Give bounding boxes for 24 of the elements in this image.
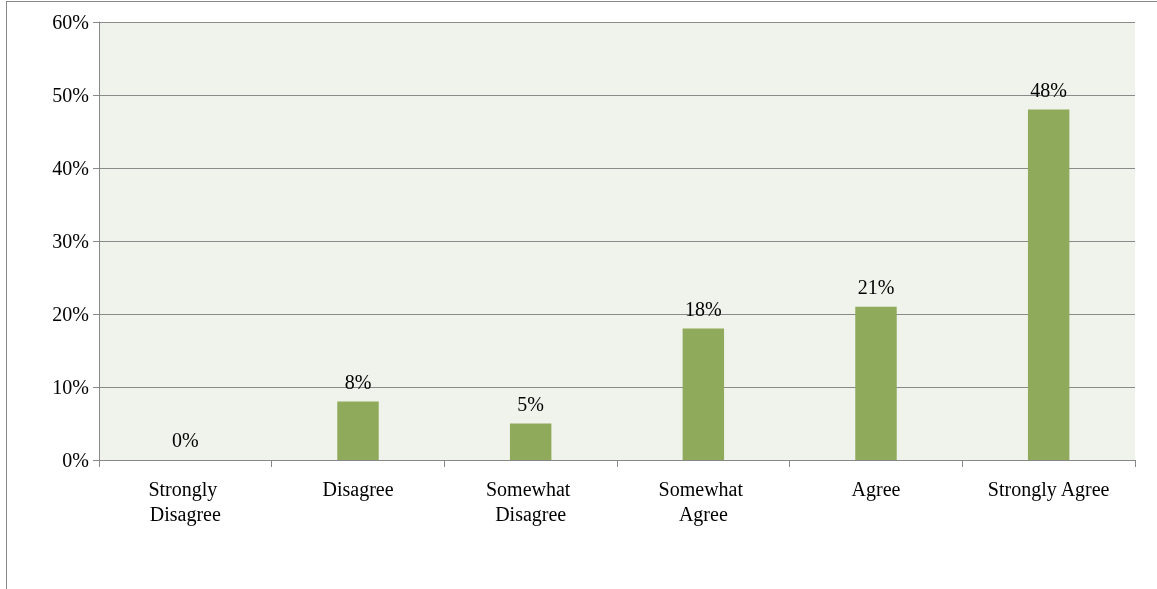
y-tick-label: 60% <box>52 11 89 33</box>
y-tick-label: 50% <box>52 84 89 106</box>
bar <box>337 401 379 460</box>
y-tick-label: 40% <box>52 157 89 179</box>
bar <box>682 328 725 460</box>
y-tick-label: 30% <box>52 230 89 252</box>
data-label: 8% <box>344 370 372 393</box>
bar <box>855 306 897 460</box>
bar <box>509 423 552 460</box>
bar <box>1027 109 1070 460</box>
y-tick-label: 20% <box>52 303 89 325</box>
y-tick-label: 10% <box>52 376 89 398</box>
x-tick-label: Disagree <box>322 477 394 501</box>
x-tick-label: Strongly Agree <box>987 477 1110 501</box>
data-label: 18% <box>685 297 722 320</box>
x-tick-label: Somewhat Disagree <box>485 477 576 526</box>
x-tick-label: Somewhat Agree <box>658 477 749 526</box>
data-label: 21% <box>857 275 895 298</box>
x-tick-label: Agree <box>851 477 901 501</box>
x-tick-label: Strongly Disagree <box>148 477 223 526</box>
data-label: 5% <box>517 392 544 415</box>
data-label: 0% <box>172 429 199 451</box>
y-tick-label: 0% <box>62 449 89 471</box>
data-label: 48% <box>1030 78 1067 101</box>
